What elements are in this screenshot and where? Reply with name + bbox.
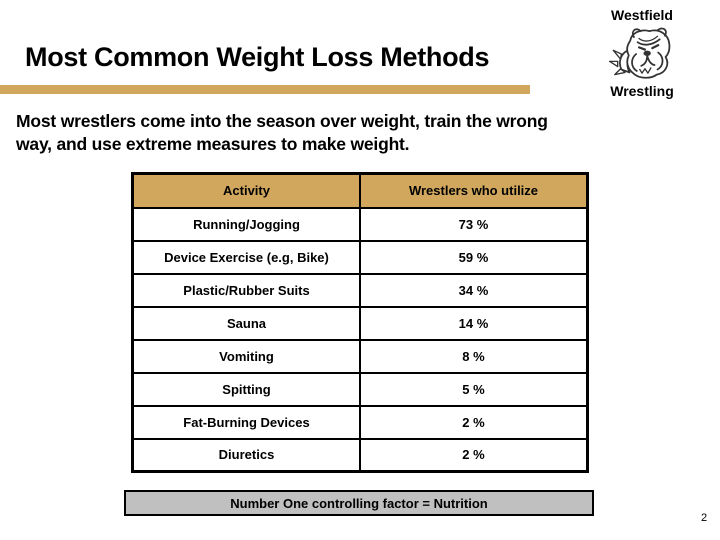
column-header-activity: Activity xyxy=(131,172,361,209)
table-row: Sauna 14 % xyxy=(131,305,589,341)
value-cell: 2 % xyxy=(359,404,589,440)
value-cell: 2 % xyxy=(359,437,589,473)
activity-cell: Vomiting xyxy=(131,338,361,374)
body-line-1: Most wrestlers come into the season over… xyxy=(16,111,548,131)
table-row: Vomiting 8 % xyxy=(131,338,589,374)
body-paragraph: Most wrestlers come into the season over… xyxy=(16,110,696,156)
value-cell: 73 % xyxy=(359,206,589,242)
branding-block: Westfield xyxy=(584,6,700,100)
table-row: Diuretics 2 % xyxy=(131,437,589,473)
value-cell: 59 % xyxy=(359,239,589,275)
activity-cell: Diuretics xyxy=(131,437,361,473)
table-header-row: Activity Wrestlers who utilize xyxy=(131,172,589,209)
page-number: 2 xyxy=(700,512,708,524)
table-row: Device Exercise (e.g, Bike) 59 % xyxy=(131,239,589,275)
activity-cell: Running/Jogging xyxy=(131,206,361,242)
activity-cell: Fat-Burning Devices xyxy=(131,404,361,440)
slide-title: Most Common Weight Loss Methods xyxy=(25,42,490,72)
table-row: Running/Jogging 73 % xyxy=(131,206,589,242)
title-accent-rule xyxy=(0,85,530,94)
value-cell: 5 % xyxy=(359,371,589,407)
footer-callout-text: Number One controlling factor = Nutritio… xyxy=(230,495,488,511)
table-row: Plastic/Rubber Suits 34 % xyxy=(131,272,589,308)
value-cell: 34 % xyxy=(359,272,589,308)
weight-loss-methods-table: Activity Wrestlers who utilize Running/J… xyxy=(131,172,589,473)
activity-cell: Spitting xyxy=(131,371,361,407)
branding-bottom-label: Wrestling xyxy=(610,83,674,99)
table-row: Spitting 5 % xyxy=(131,371,589,407)
body-line-2: way, and use extreme measures to make we… xyxy=(16,134,410,154)
value-cell: 14 % xyxy=(359,305,589,341)
footer-callout-box: Number One controlling factor = Nutritio… xyxy=(124,490,594,516)
branding-top-label: Westfield xyxy=(611,7,673,23)
bulldog-mascot-icon xyxy=(608,27,671,79)
column-header-utilize: Wrestlers who utilize xyxy=(359,172,589,209)
activity-cell: Device Exercise (e.g, Bike) xyxy=(131,239,361,275)
activity-cell: Plastic/Rubber Suits xyxy=(131,272,361,308)
table-row: Fat-Burning Devices 2 % xyxy=(131,404,589,440)
activity-cell: Sauna xyxy=(131,305,361,341)
value-cell: 8 % xyxy=(359,338,589,374)
